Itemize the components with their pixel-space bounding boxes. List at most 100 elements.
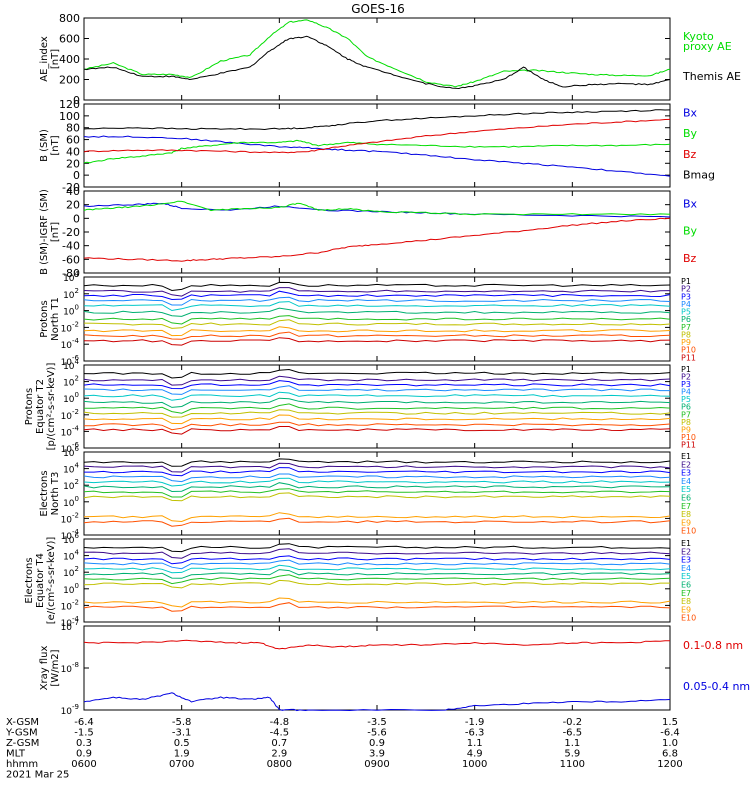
y-axis-label: [W/m2]	[50, 649, 61, 686]
y-axis-label: B (SM)	[39, 129, 50, 162]
channel-label: E8	[681, 510, 691, 519]
channel-label: E6	[681, 581, 691, 590]
channel-label: P2	[681, 285, 691, 294]
channel-label: P7	[681, 323, 691, 332]
y-tick-label: -20	[62, 181, 80, 194]
y-tick-label: 100	[59, 110, 80, 123]
y-tick-label: 800	[59, 12, 80, 25]
channel-label: P5	[681, 308, 691, 317]
flux-line	[83, 368, 671, 379]
flux-line	[83, 492, 671, 502]
y-tick-label: 100	[63, 391, 79, 405]
y-axis-label: [nT]	[50, 135, 61, 155]
legend-label: 0.1-0.8 nm	[683, 639, 743, 652]
x-row-value: 1.0	[662, 738, 678, 749]
y-tick-label: 102	[63, 287, 79, 301]
y-tick-label: 10-9	[61, 703, 79, 717]
x-row-value: 0600	[71, 759, 96, 770]
y-tick-label: -20	[62, 226, 80, 239]
flux-line	[84, 467, 671, 477]
x-row-value: -6.5	[563, 728, 583, 739]
legend-label: Bz	[683, 148, 697, 161]
channel-label: P5	[681, 395, 691, 404]
y-tick-exponent: 4	[75, 549, 80, 557]
y-tick-label: 104	[63, 549, 79, 563]
channel-label: E7	[681, 502, 691, 511]
channel-label: E7	[681, 589, 691, 598]
y-tick-label: 80	[66, 122, 80, 135]
x-row-value: 6.8	[662, 749, 678, 760]
y-tick-label: 400	[59, 53, 80, 66]
x-row-value: -1.5	[74, 728, 94, 739]
x-row-value: 0.9	[76, 749, 92, 760]
x-row-value: -3.1	[172, 728, 192, 739]
x-row-value: 4.9	[467, 749, 483, 760]
series-line	[83, 35, 671, 90]
y-axis-label: AE_index	[39, 36, 50, 82]
y-tick-label: 0	[73, 169, 80, 182]
y-tick-exponent: 0	[75, 495, 79, 503]
channel-label: P2	[681, 373, 691, 382]
y-tick-exponent: 2	[75, 478, 79, 486]
channel-label: P6	[681, 315, 691, 324]
panel-frame	[83, 625, 671, 711]
flux-line	[83, 458, 671, 467]
y-axis-label: Electrons	[39, 470, 50, 516]
x-row-value: -4.8	[270, 717, 290, 728]
y-tick-exponent: 2	[75, 375, 79, 383]
y-tick-label: 40	[66, 145, 80, 158]
y-tick-label: 102	[63, 565, 79, 579]
y-tick-exponent: 0	[75, 582, 79, 590]
x-row-value: 1100	[560, 759, 585, 770]
channel-label: P8	[681, 418, 691, 427]
legend-label: proxy AE	[683, 40, 732, 53]
y-tick-label: 20	[66, 199, 80, 212]
y-tick-label: -60	[62, 253, 80, 266]
y-tick-label: 10-2	[61, 320, 79, 334]
flux-line	[83, 543, 671, 553]
channel-label: P8	[681, 330, 691, 339]
flux-line	[83, 488, 671, 498]
channel-label: P4	[681, 388, 691, 397]
legend-label: Bx	[683, 197, 698, 210]
y-tick-label: 10-4	[61, 424, 80, 438]
flux-line	[83, 462, 671, 473]
channel-label: E2	[681, 547, 691, 556]
x-row-value: 1200	[657, 759, 682, 770]
y-tick-exponent: -4	[72, 337, 80, 345]
y-tick-label: 120	[59, 98, 80, 111]
x-row-value: 0700	[169, 759, 194, 770]
flux-line	[83, 409, 671, 418]
y-axis-label: Protons	[24, 388, 35, 425]
y-tick-exponent: 4	[75, 270, 80, 278]
flux-line	[83, 426, 671, 435]
y-tick-exponent: -4	[72, 615, 80, 623]
y-tick-label: 100	[63, 582, 79, 596]
flux-line	[83, 602, 671, 612]
y-tick-exponent: 4	[75, 462, 80, 470]
series-line	[83, 692, 671, 712]
x-row-value: 0.3	[76, 738, 92, 749]
y-axis-label: North T3	[50, 472, 61, 516]
y-axis-label: [nT]	[50, 49, 61, 69]
channel-label: E8	[681, 597, 691, 606]
legend-label: 0.05-0.4 nm	[683, 680, 750, 693]
flux-line	[83, 385, 670, 395]
channel-label: P7	[681, 410, 691, 419]
y-tick-exponent: -6	[72, 354, 80, 362]
y-tick-label: 104	[63, 462, 79, 476]
legend-label: Bz	[683, 252, 697, 265]
x-row-value: -6.3	[465, 728, 485, 739]
y-tick-exponent: -4	[72, 424, 80, 432]
flux-line	[83, 414, 671, 425]
legend-label: Bx	[683, 106, 698, 119]
y-tick-exponent: 6	[75, 445, 80, 453]
series-line	[83, 639, 670, 650]
y-tick-label: 102	[63, 478, 79, 492]
y-tick-exponent: -2	[72, 598, 79, 606]
channel-label: P6	[681, 403, 691, 412]
channel-label: P11	[681, 353, 696, 362]
